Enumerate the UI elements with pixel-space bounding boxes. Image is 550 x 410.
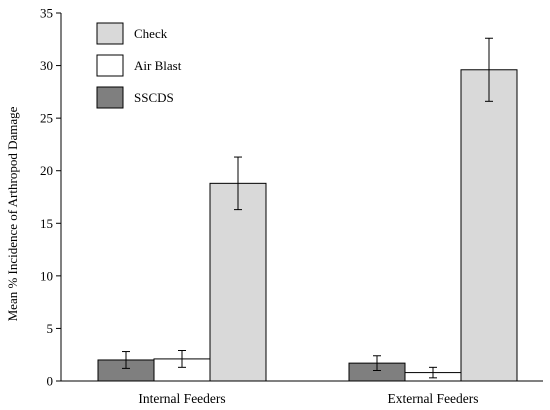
y-tick-label-5: 5 [47, 321, 54, 336]
legend-item-sscds: SSCDS [96, 86, 174, 109]
legend-label-air-blast: Air Blast [134, 58, 182, 73]
error-bars-layer [122, 37, 493, 379]
bar-internal-feeders-check [209, 182, 267, 382]
legend-swatch-check [96, 22, 124, 45]
error-bar-internal-feeders-check [234, 156, 242, 211]
legend-label-check: Check [134, 26, 168, 41]
error-bar-external-feeders-sscds [373, 355, 381, 371]
bars-layer [97, 69, 518, 382]
error-bar-external-feeders-air-blast [429, 366, 437, 379]
legend-swatch-air-blast [96, 54, 124, 77]
legend-label-sscds: SSCDS [134, 90, 174, 105]
y-tick-label-20: 20 [40, 163, 53, 178]
x-tick-label-external-feeders: External Feeders [387, 391, 478, 406]
y-tick-label-25: 25 [40, 111, 53, 126]
y-tick-label-35: 35 [40, 6, 53, 21]
legend-item-check: Check [96, 22, 168, 45]
y-tick-label-15: 15 [40, 216, 53, 231]
legend-swatch-sscds [96, 86, 124, 109]
error-bar-internal-feeders-air-blast [178, 350, 186, 368]
x-tick-label-internal-feeders: Internal Feeders [138, 391, 225, 406]
axes-layer: 0 5 10 15 20 25 30 35 Internal Feeders External F… [40, 6, 543, 406]
y-tick-label-10: 10 [40, 268, 53, 283]
y-axis-label: Mean % Incidence of Arthropod Damage [5, 106, 20, 321]
y-tick-label-0: 0 [47, 374, 54, 389]
bar-external-feeders-check [460, 69, 518, 382]
legend-item-air-blast: Air Blast [96, 54, 182, 77]
y-tick-label-30: 30 [40, 58, 53, 73]
error-bar-external-feeders-check [485, 37, 493, 102]
error-bar-internal-feeders-sscds [122, 351, 130, 369]
legend: Check Air Blast SSCDS [96, 22, 182, 109]
